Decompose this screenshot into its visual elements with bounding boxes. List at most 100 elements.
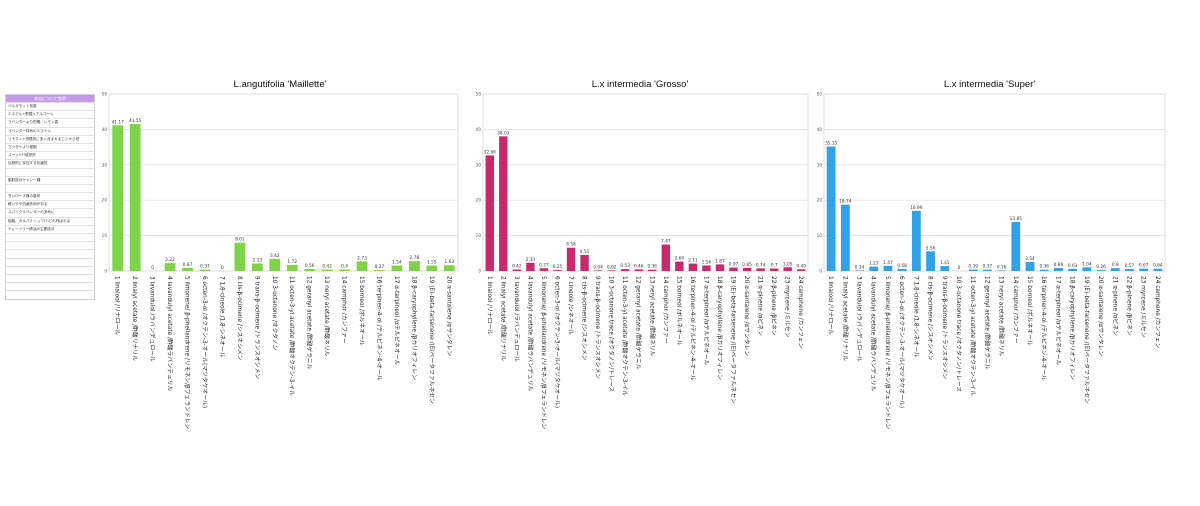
data-label: 0.46 — [634, 263, 644, 269]
x-tick-label: 16 terpinen-4-ol /テルピネン-4-オール — [689, 276, 696, 381]
x-tick-label: 17 α-terpineol /αテルピネオール — [393, 276, 400, 365]
bar — [391, 265, 403, 271]
x-tick-label: 15 borneol /ボルネオール — [358, 276, 366, 346]
bar — [729, 267, 738, 271]
data-label: 2.73 — [357, 255, 367, 261]
data-label: 0.97 — [729, 262, 739, 268]
data-label: 0.37 — [983, 264, 993, 270]
x-tick-label: 12 geranyl acetate /酢酸ゲラニル — [306, 276, 314, 370]
x-tick-label: 6 octen-3-ol /オクテン-3-オール(マツタケオール) — [201, 276, 209, 408]
bar — [1096, 270, 1106, 271]
legend-panel-row — [6, 183, 94, 192]
legend-panel-row: 伝統的に存在する抗菌性 — [6, 159, 94, 167]
data-label: 0 — [958, 265, 961, 271]
x-tick-label: 8 cis-β-ocimene /シスオシメン — [927, 276, 934, 361]
x-tick-label: 6 octen-3-ol /オクテン-3-オール(マツタケオール) — [553, 276, 561, 408]
legend-panel-rows: ベルガモット系香 エステル+酢酸+アルコール ラベンダーより柑橘、レモン香 ラベンダー… — [6, 102, 94, 299]
bar — [997, 270, 1007, 271]
legend-panel-row — [6, 265, 94, 274]
bar — [1110, 268, 1120, 271]
x-tick-label: 17 α-terpineol /αテルピネオール — [1054, 276, 1061, 365]
x-tick-label: 1 linalool /リナロール — [486, 276, 493, 335]
y-tick-label: 10 — [476, 233, 482, 238]
data-label: 2.13 — [253, 257, 263, 263]
x-tick-label: 3 lavandulol /ラバンデュロール — [856, 276, 864, 362]
bar — [968, 269, 978, 271]
data-label: 0.42 — [322, 264, 332, 270]
bar — [826, 146, 836, 271]
data-label: 35.15 — [825, 141, 838, 147]
bar — [1153, 268, 1163, 271]
data-label: 6.58 — [566, 242, 576, 248]
legend-panel-row: マツタケより樹脂 — [6, 142, 94, 151]
data-label: 0.36 — [1039, 264, 1049, 270]
data-label: 0.4 — [341, 264, 348, 270]
x-tick-label: 18 β-caryophyllene /βカリオフィレン — [1069, 276, 1076, 380]
legend-panel-row: ベルガモット系香 — [6, 102, 94, 110]
x-tick-label: 3 lavandulol /ラバンデュロール — [149, 276, 157, 362]
data-label: 0.39 — [968, 264, 978, 270]
data-label: 0.86 — [1054, 262, 1064, 268]
legend-panel-header: 成分について説明 — [6, 95, 94, 102]
data-label: 2.66 — [675, 256, 685, 262]
x-tick-label: 8 cis-β-ocimene /シスオシメン — [236, 276, 243, 361]
x-tick-label: 1 linalool /リナロール — [114, 276, 121, 335]
bar — [634, 269, 643, 271]
x-tick-label: 3 lavandulol /ラバンデュロール — [513, 276, 521, 362]
bar — [855, 270, 864, 271]
x-tick-label: 13 neryl acetate /酢酸ネリル — [648, 276, 656, 357]
data-label: 0.49 — [796, 263, 806, 269]
x-tick-label: 24 camphene /カンフェン — [797, 276, 804, 349]
bar — [1082, 267, 1092, 271]
data-label: 5.56 — [926, 245, 936, 251]
data-label: 0.64 — [1153, 263, 1163, 269]
bar — [702, 265, 711, 271]
legend-panel-row: ティーツリー精油の主要成分 — [6, 224, 94, 233]
legend-panel-row — [6, 273, 94, 282]
x-tick-label: 7 cineole /シネオール — [567, 276, 574, 335]
x-tick-label: 4 lavandulyl acetate /酢酸ラバンデュリル — [166, 276, 174, 392]
x-tick-label: 23 myrcene /ミルセン — [1140, 276, 1147, 338]
bar — [251, 263, 263, 271]
bar — [661, 244, 671, 271]
bar — [1011, 221, 1021, 271]
plot-frame — [108, 93, 459, 272]
y-tick-label: 40 — [476, 127, 482, 132]
y-tick-label: 30 — [476, 162, 482, 167]
data-label: 0.37 — [200, 264, 210, 270]
x-tick-label: 2 linalyl acetate /酢酸リナリル — [841, 276, 849, 361]
x-tick-label: 16 terpinen-4-ol /テルピネン-4-オール — [1040, 276, 1047, 381]
data-label: 0.87 — [183, 262, 193, 268]
bar — [715, 264, 725, 271]
x-tick-label: 8 cis-β-ocimene /シスオシメン — [581, 276, 588, 361]
data-label: 1.55 — [427, 260, 437, 266]
bar — [374, 270, 385, 271]
legend-panel-row — [6, 249, 94, 257]
x-tick-label: 11 octen-3-yl acetate /酢酸オクテン-3-イル — [969, 276, 977, 396]
x-tick-label: 6 octen-3-ol /オクテン-3-オール(マツタケオール) — [898, 276, 906, 408]
bar — [675, 261, 684, 271]
x-tick-label: 20 α-santalene /αサンタレン — [1097, 276, 1105, 356]
bar — [911, 210, 921, 271]
data-label: 2.22 — [165, 257, 175, 263]
bar — [566, 247, 576, 271]
legend-panel-row: 脂肪族のケトン一種 — [6, 175, 94, 184]
data-label: 0.36 — [647, 264, 657, 270]
data-label: 1.72 — [287, 259, 297, 265]
bar — [485, 155, 494, 271]
data-label: 1.63 — [444, 259, 454, 265]
bar — [269, 258, 281, 271]
data-label: 8.01 — [235, 237, 245, 243]
bar — [926, 251, 935, 271]
data-label: 2.54 — [1025, 256, 1035, 262]
x-tick-label: 13 neryl acetate /酢酸ネリル — [323, 276, 331, 357]
data-label: 1.56 — [702, 259, 712, 265]
bar — [182, 267, 193, 271]
bar — [286, 264, 298, 271]
legend-panel-row: ラベンダー特有のエステル — [6, 126, 94, 135]
bar — [1125, 268, 1134, 271]
legend-panel-row — [6, 290, 94, 298]
data-label: 0.56 — [305, 263, 315, 269]
data-label: 38.03 — [497, 130, 510, 136]
data-label: 1.05 — [783, 261, 793, 267]
